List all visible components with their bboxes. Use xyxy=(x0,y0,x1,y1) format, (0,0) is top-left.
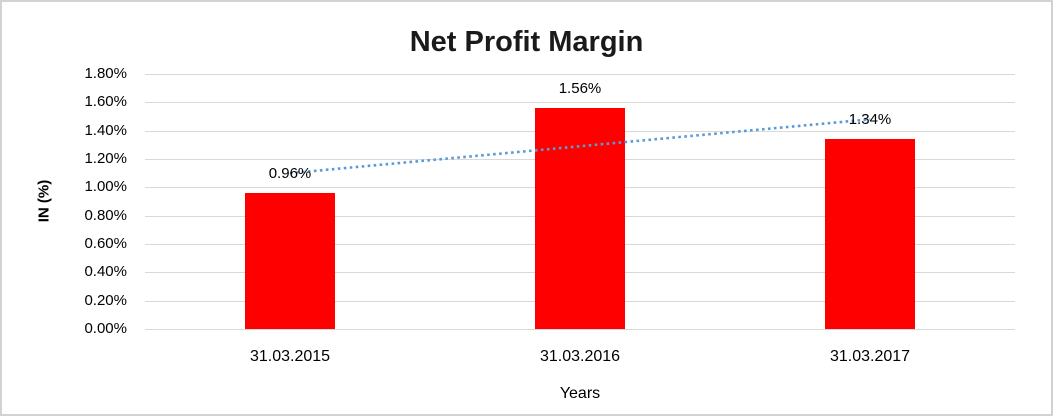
category-label: 31.03.2017 xyxy=(829,348,911,365)
y-tick-label: 1.00% xyxy=(84,178,127,196)
trendline-path xyxy=(289,118,871,175)
data-label: 0.96% xyxy=(268,165,312,182)
gridline xyxy=(145,74,1015,75)
y-tick-label: 0.00% xyxy=(84,320,127,337)
category-label: 31.03.2015 xyxy=(249,348,331,365)
y-tick-label: 1.60% xyxy=(84,93,127,111)
chart-title: Net Profit Margin xyxy=(409,26,644,58)
y-tick-label: 0.80% xyxy=(84,206,127,224)
gridline xyxy=(145,329,1015,330)
y-tick-label: 0.60% xyxy=(84,235,127,252)
y-tick-label: 1.20% xyxy=(84,150,127,167)
y-tick-label: 0.20% xyxy=(84,291,127,309)
data-label: 1.56% xyxy=(558,80,602,97)
trendline xyxy=(289,118,871,175)
y-axis-title: IN (%) xyxy=(35,179,53,223)
y-tick-label: 1.40% xyxy=(84,121,127,139)
gridline xyxy=(145,102,1015,104)
data-label: 1.34% xyxy=(848,111,892,129)
bar-31.03.2017 xyxy=(825,139,915,329)
x-axis-title: Years xyxy=(559,385,601,402)
category-label: 31.03.2016 xyxy=(539,348,621,365)
bar-31.03.2016 xyxy=(535,108,625,329)
y-tick-label: 0.40% xyxy=(84,263,127,281)
bar-31.03.2015 xyxy=(245,193,335,329)
y-tick-label: 1.80% xyxy=(84,65,127,82)
